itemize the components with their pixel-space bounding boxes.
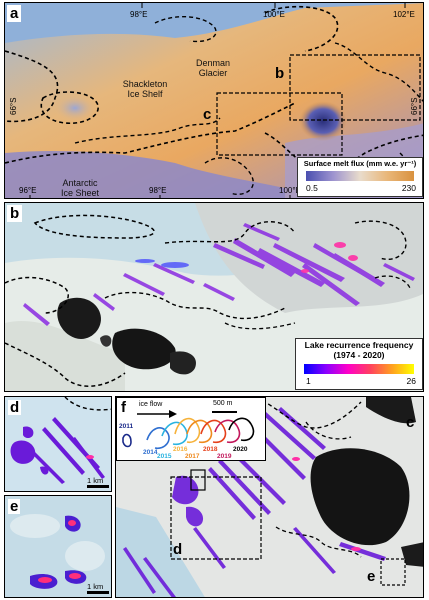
panel-d-graphic	[5, 397, 111, 491]
antarctic-ice-sheet-label: Antarctic Ice Sheet	[60, 178, 100, 199]
panel-f-label: f	[121, 399, 126, 416]
lake-recurrence-legend: Lake recurrence frequency (1974 - 2020) …	[295, 338, 423, 390]
bottom-tick-98e: 98°E	[149, 186, 167, 195]
panel-d-zoom: d 1 km	[4, 396, 112, 492]
melt-flux-min: 0.5	[306, 183, 318, 193]
ice-flow-label: ice flow	[139, 401, 163, 408]
panel-c-zoom: c d e f ice flow 500 m 2011 2014 2015 20…	[115, 396, 424, 598]
top-tick-102e: 102°E	[393, 10, 415, 19]
panel-f-shoreline-inset: f ice flow 500 m 2011 2014 2015 2016 201…	[116, 397, 266, 461]
panel-f-graphic	[122, 410, 255, 450]
melt-flux-colorbar	[306, 171, 414, 181]
panel-f-scale-label: 500 m	[213, 400, 233, 407]
year-2015: 2015	[157, 453, 172, 460]
shackleton-ice-shelf-label: Shackleton Ice Shelf	[122, 79, 168, 100]
right-tick-66s: 66°S	[410, 97, 419, 115]
panel-e-scale-label: 1 km	[87, 582, 104, 591]
left-tick-66s: 66°S	[9, 97, 18, 115]
panel-a-map-graphic	[5, 3, 423, 198]
inset-label-c: c	[203, 106, 212, 123]
panel-d-label: d	[8, 399, 22, 416]
inset-label-b: b	[275, 65, 285, 82]
bottom-tick-100e: 100°E	[279, 186, 301, 195]
top-tick-98e: 98°E	[130, 10, 148, 19]
lake-recurrence-min: 1	[306, 376, 311, 386]
year-2020: 2020	[233, 446, 248, 453]
melt-flux-max: 230	[401, 183, 416, 193]
inset-label-d: d	[173, 541, 183, 558]
lake-recurrence-legend-title: Lake recurrence frequency	[304, 340, 414, 350]
panel-e-zoom: e 1 km	[4, 495, 112, 598]
melt-flux-legend-title: Surface melt flux (mm w.e. yr⁻¹)	[303, 159, 417, 168]
panel-d-scale-label: 1 km	[87, 476, 104, 485]
year-2017: 2017	[185, 453, 200, 460]
top-tick-100e: 100°E	[263, 10, 285, 19]
panel-e-graphic	[5, 496, 111, 597]
melt-flux-legend: Surface melt flux (mm w.e. yr⁻¹) 0.5 230	[297, 157, 423, 197]
denman-glacier-label: Denman Glacier	[195, 58, 231, 79]
lake-recurrence-max: 26	[406, 376, 416, 386]
panel-c-label: c	[406, 414, 415, 431]
year-2014: 2014	[143, 449, 158, 456]
year-2019: 2019	[217, 453, 232, 460]
year-2018: 2018	[203, 446, 218, 453]
lake-recurrence-colorbar	[304, 364, 414, 374]
panel-a-melt-map: a 98°E 100°E 102°E 96°E 98°E 100°E 66°S …	[4, 2, 424, 199]
year-2016: 2016	[173, 446, 188, 453]
panel-b-lake-recurrence: b Lake recurrence frequency (1974 - 2020…	[4, 202, 424, 392]
panel-b-label: b	[7, 205, 23, 222]
panel-e-label: e	[8, 498, 21, 515]
lake-recurrence-legend-subtitle: (1974 - 2020)	[333, 349, 385, 360]
inset-label-e: e	[367, 568, 376, 585]
bottom-tick-96e: 96°E	[19, 186, 37, 195]
year-2011: 2011	[119, 423, 134, 430]
panel-a-label: a	[7, 5, 22, 22]
